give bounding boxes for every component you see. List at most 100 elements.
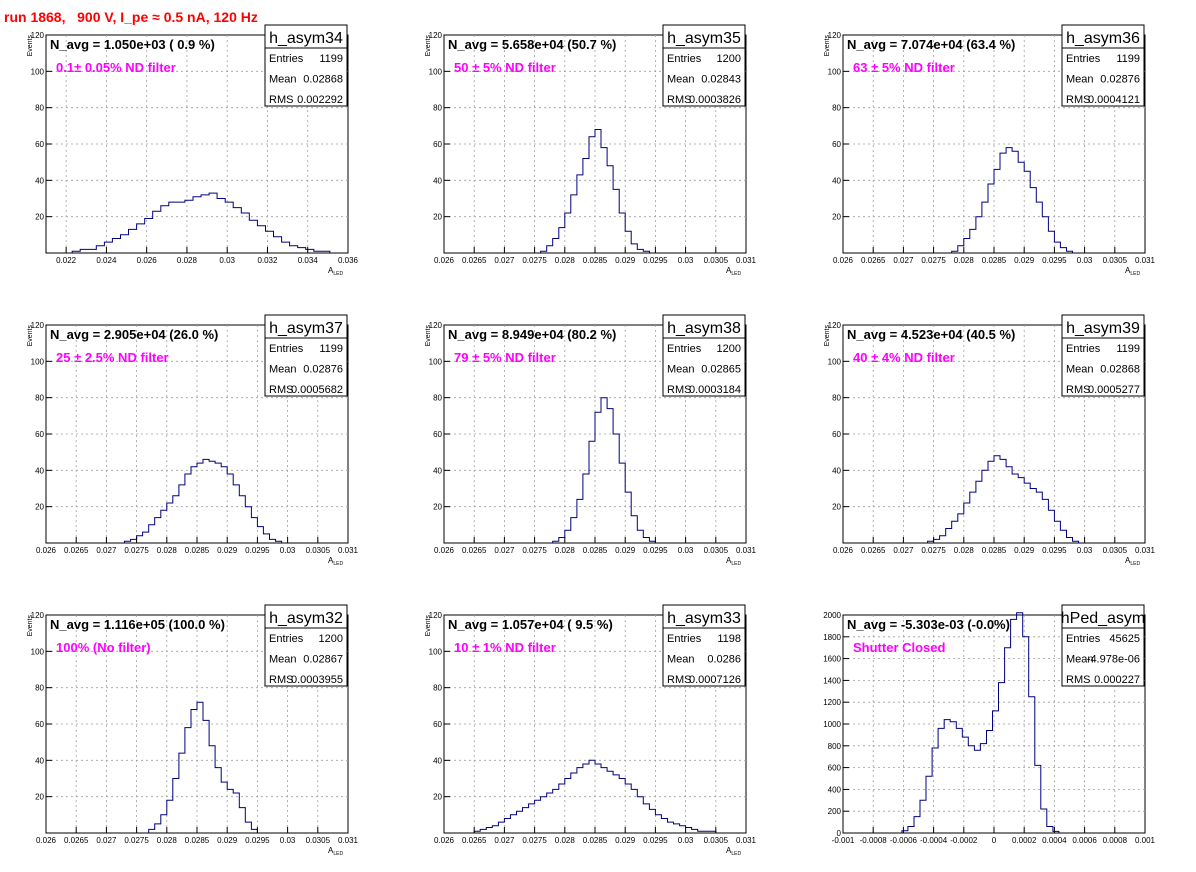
stats-box-frame <box>662 24 746 107</box>
x-tick-label: 0.0305 <box>704 546 729 555</box>
y-tick-label: 60 <box>832 430 841 439</box>
stats-value-rms: 0.0003184 <box>689 384 741 396</box>
x-tick-label: 0.028 <box>157 546 178 555</box>
stats-box: h_asym33 Entries 1198 Mean 0.0286 RMS0.000712… <box>662 604 746 687</box>
histogram-outline <box>473 759 717 833</box>
stats-label-mean: Mean <box>1066 654 1094 666</box>
x-tick-label: 0.031 <box>736 546 757 555</box>
y-tick-label: 60 <box>35 140 44 149</box>
x-tick-label: 0.029 <box>217 546 238 555</box>
y-tick-label: 60 <box>35 720 44 729</box>
stats-value-entries: 1200 <box>717 53 741 65</box>
x-tick-label: 0.03 <box>280 546 296 555</box>
y-tick-label: 80 <box>433 684 442 693</box>
x-tick-label: 0.0006 <box>1072 836 1097 845</box>
stats-label-mean: Mean <box>269 654 297 666</box>
histogram-name: h_asym32 <box>269 610 343 627</box>
x-axis-title: ALED <box>726 556 741 567</box>
histogram-outline <box>540 129 650 253</box>
y-axis-title: Events <box>425 35 432 57</box>
stats-label-entries: Entries <box>1066 53 1101 65</box>
histogram-outline <box>552 397 656 543</box>
y-axis-title: Events <box>27 615 34 637</box>
stats-label-rms: RMS <box>269 94 293 106</box>
y-tick-label: 80 <box>35 394 44 403</box>
y-tick-label: 80 <box>35 104 44 113</box>
x-axis-title: ALED <box>328 266 343 277</box>
filter-annotation: 50 ± 5% ND filter <box>454 60 556 75</box>
filter-annotation: 40 ± 4% ND filter <box>853 350 955 365</box>
y-tick-label: 60 <box>433 430 442 439</box>
x-tick-label: 0.029 <box>1014 256 1035 265</box>
y-tick-label: 80 <box>35 684 44 693</box>
x-tick-label: 0.031 <box>338 546 359 555</box>
stats-box-frame <box>264 24 348 107</box>
x-tick-label: 0.03 <box>678 256 694 265</box>
y-tick-label: 20 <box>35 793 44 802</box>
x-tick-label: 0.027 <box>96 546 117 555</box>
histogram-name: h_asym33 <box>667 610 741 627</box>
stats-value-rms: 0.0005682 <box>291 384 343 396</box>
x-tick-label: 0.028 <box>954 546 975 555</box>
histogram-outline <box>148 701 258 833</box>
x-tick-label: 0.031 <box>1135 546 1156 555</box>
stats-value-rms: 0.0003955 <box>291 674 343 686</box>
y-tick-label: 20 <box>832 213 841 222</box>
x-tick-label: 0.0265 <box>462 836 487 845</box>
histogram-name: h_asym34 <box>269 30 343 47</box>
stats-box: h_asym38 Entries 1200 Mean 0.02865 RMS0.00031… <box>662 314 746 397</box>
y-tick-label: 120 <box>429 611 443 620</box>
x-tick-label: 0.0265 <box>861 256 886 265</box>
x-tick-label: 0.0265 <box>861 546 886 555</box>
x-tick-label: 0.03 <box>678 836 694 845</box>
x-tick-label: 0.0275 <box>124 836 149 845</box>
x-tick-label: 0.031 <box>1135 256 1156 265</box>
stats-label-entries: Entries <box>667 343 702 355</box>
navg-label: N_avg = 1.057e+04 ( 9.5 %) <box>448 617 613 632</box>
y-tick-label: 40 <box>35 176 44 185</box>
stats-box: h_asym37 Entries 1199 Mean 0.02876 RMS0.00056… <box>264 314 348 397</box>
x-tick-label: 0.027 <box>494 546 515 555</box>
histogram-outline <box>124 458 283 543</box>
navg-label: N_avg = 8.949e+04 (80.2 %) <box>448 327 616 342</box>
filter-annotation: 0.1± 0.05% ND filter <box>56 60 176 75</box>
y-tick-label: 800 <box>828 742 842 751</box>
x-tick-label: 0.0285 <box>185 546 210 555</box>
stats-label-mean: Mean <box>667 654 695 666</box>
x-tick-label: 0.034 <box>298 256 319 265</box>
y-axis-title: Events <box>425 615 432 637</box>
y-tick-label: 120 <box>31 31 45 40</box>
y-tick-label: 20 <box>35 213 44 222</box>
navg-label: N_avg = 5.658e+04 (50.7 %) <box>448 37 616 52</box>
y-tick-label: 40 <box>35 466 44 475</box>
x-tick-label: 0.0265 <box>462 546 487 555</box>
y-axis-title: Events <box>27 35 34 57</box>
stats-box: hPed_asym Entries 45625 Mean-4.978e-06 RMS 0.… <box>1061 604 1145 687</box>
stats-label-rms: RMS <box>269 384 293 396</box>
y-tick-label: 100 <box>31 647 45 656</box>
x-tick-label: 0.03 <box>1077 546 1093 555</box>
x-tick-label: 0.028 <box>555 546 576 555</box>
navg-label: N_avg = 4.523e+04 (40.5 %) <box>847 327 1015 342</box>
stats-label-entries: Entries <box>269 343 304 355</box>
stats-label-rms: RMS <box>667 384 691 396</box>
x-tick-label: 0.027 <box>893 256 914 265</box>
x-tick-label: 0.0275 <box>921 546 946 555</box>
x-tick-label: 0.0305 <box>306 546 331 555</box>
x-tick-label: 0.0265 <box>462 256 487 265</box>
stats-label-mean: Mean <box>269 364 297 376</box>
x-tick-label: 0.0004 <box>1042 836 1067 845</box>
x-tick-label: 0.022 <box>56 256 77 265</box>
x-tick-label: 0.0285 <box>583 256 608 265</box>
x-tick-label: 0.0008 <box>1103 836 1128 845</box>
x-tick-label: 0.029 <box>615 836 636 845</box>
x-tick-label: -0.001 <box>832 836 855 845</box>
stats-value-mean: 0.02865 <box>701 364 741 376</box>
stats-label-entries: Entries <box>269 53 304 65</box>
y-tick-label: 1800 <box>823 633 841 642</box>
histogram-outline <box>901 612 1060 833</box>
x-tick-label: 0.0275 <box>522 546 547 555</box>
x-axis-title: ALED <box>1125 556 1140 567</box>
x-tick-label: 0.03 <box>280 836 296 845</box>
y-tick-label: 40 <box>832 176 841 185</box>
